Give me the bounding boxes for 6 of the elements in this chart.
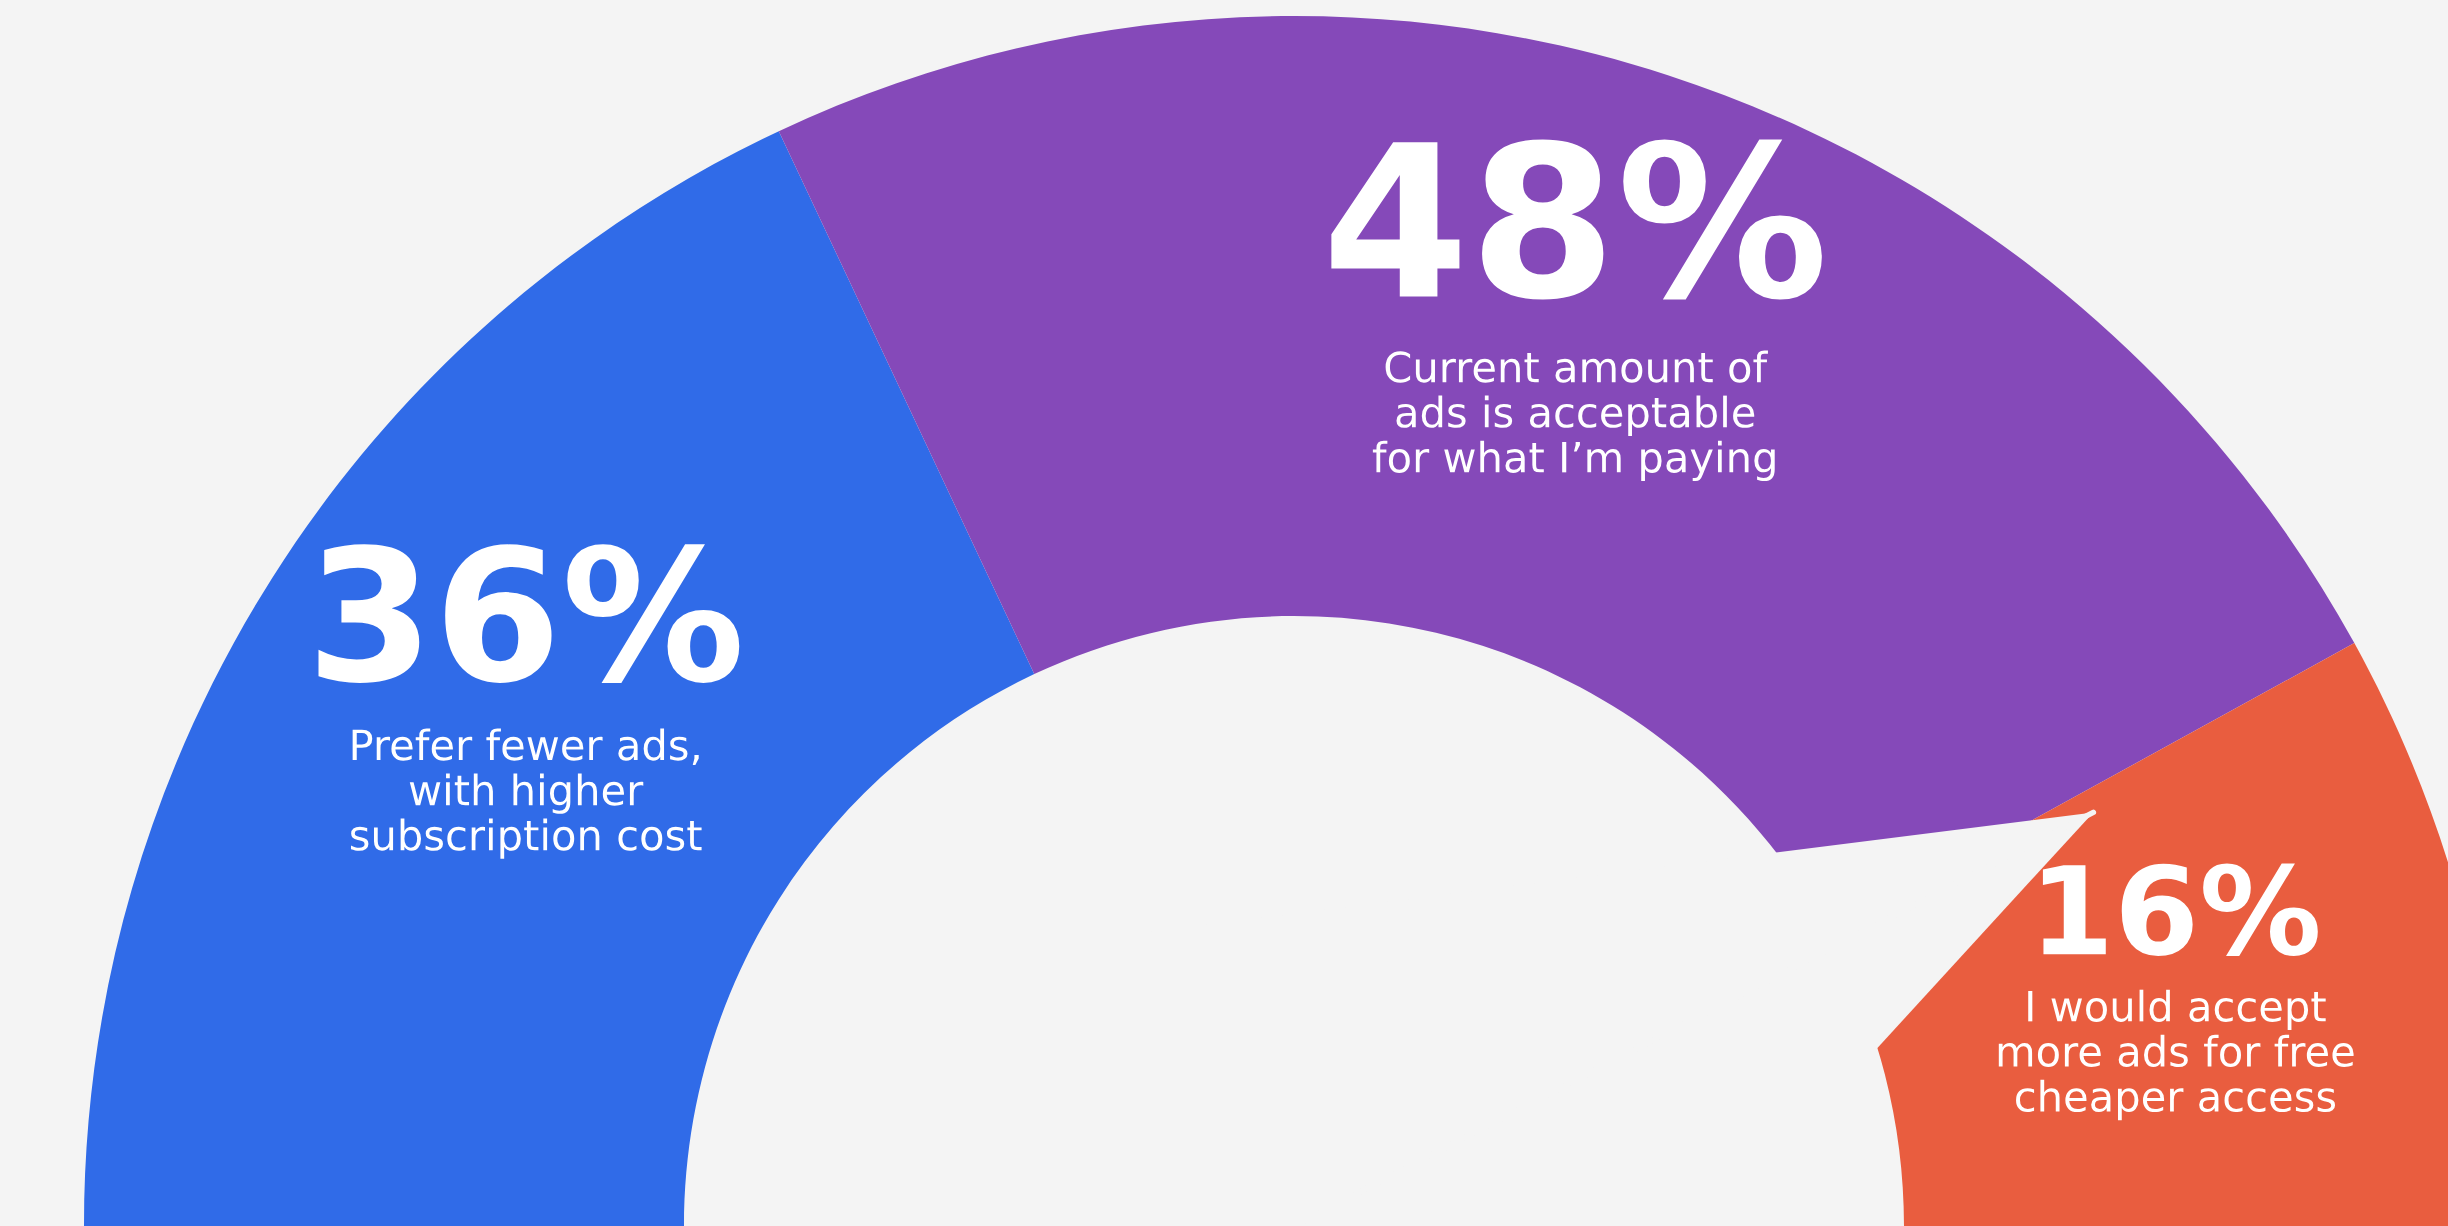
slice-label: Prefer fewer ads, with higher subscription cost <box>351 728 702 859</box>
data-label: 16% <box>2042 863 2318 957</box>
slice-label: Current amount of ads is acceptable for what I’m paying <box>1372 350 1775 482</box>
data-label: 48% <box>1331 139 1822 300</box>
slice-label: I would accept more ads for free cheaper access <box>1998 989 2354 1121</box>
data-label: 36% <box>318 544 740 683</box>
